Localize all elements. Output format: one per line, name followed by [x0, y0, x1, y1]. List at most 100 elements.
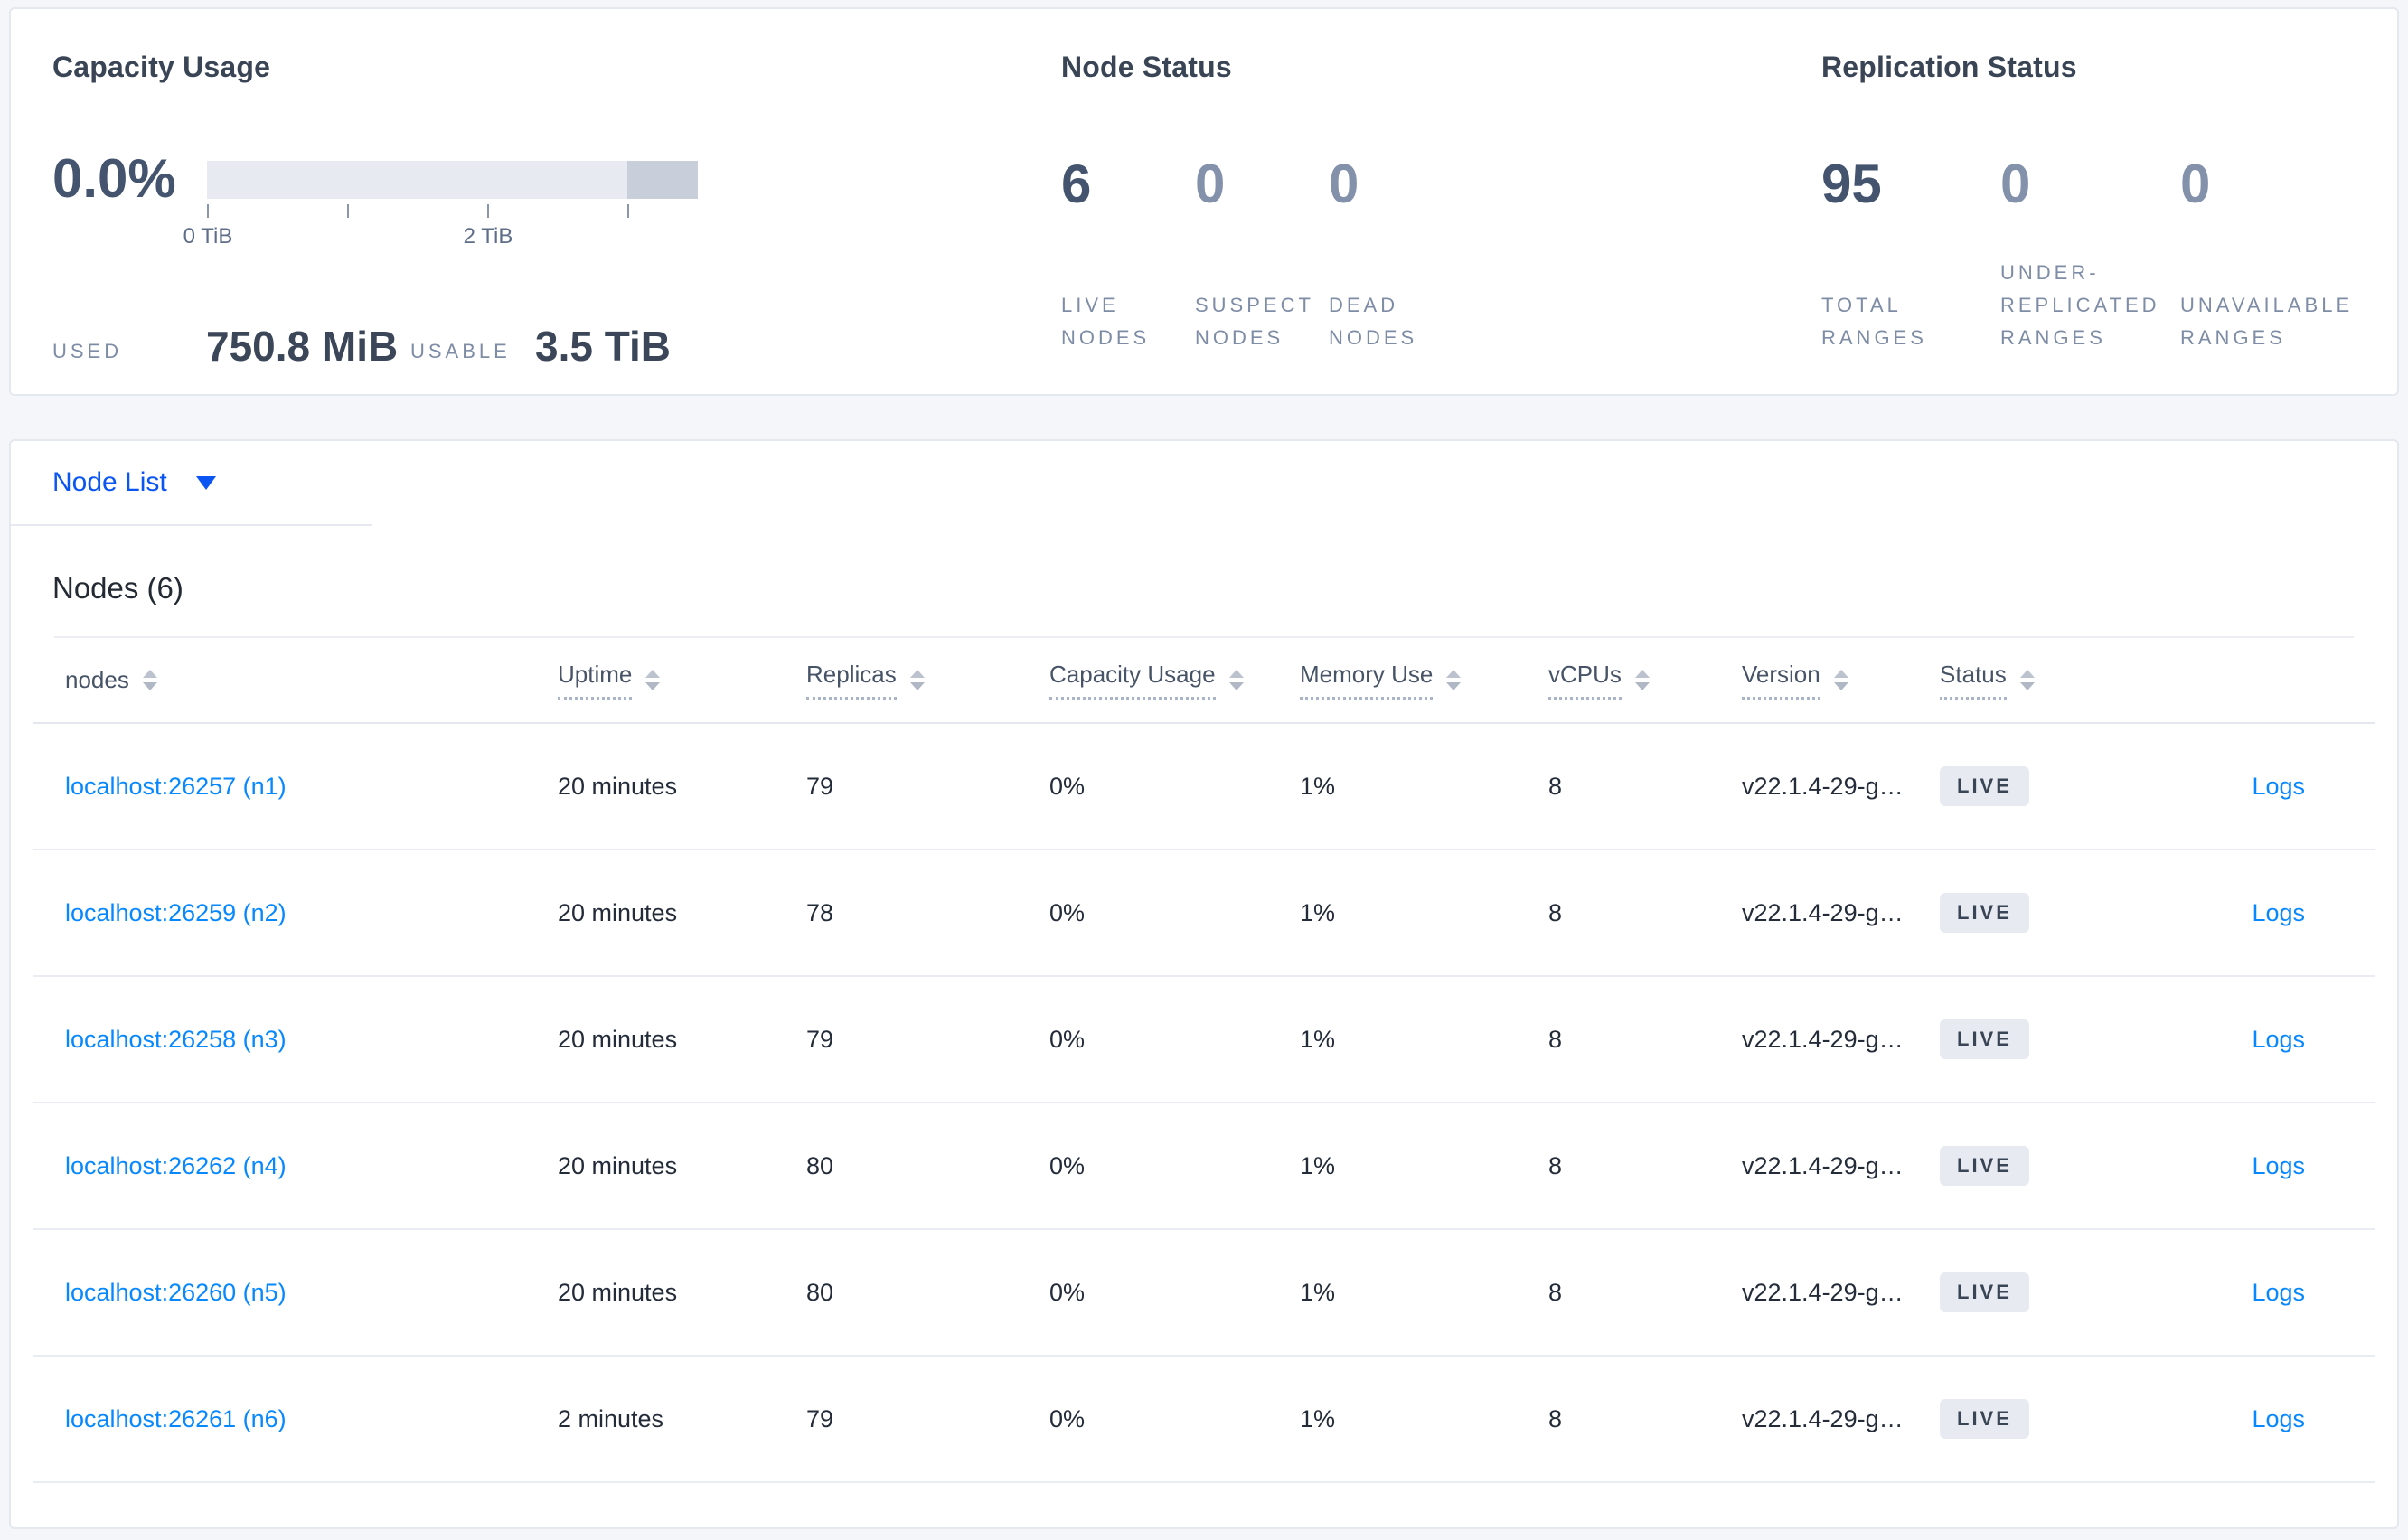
capacity-cell: 0%: [1049, 1025, 1086, 1053]
replicas-cell: 80: [806, 1151, 834, 1179]
version-cell: v22.1.4-29-g…: [1742, 1278, 1904, 1306]
cluster-summary-card: Capacity Usage 0.0% 0 TiB 2 TiB USED 750…: [9, 7, 2399, 396]
status-cell: LIVE: [1940, 893, 2166, 933]
replicas-cell: 79: [806, 1404, 834, 1432]
status-badge: LIVE: [1940, 1399, 2029, 1439]
logs-link[interactable]: Logs: [2252, 1025, 2305, 1053]
capacity-tick-1: [347, 204, 349, 218]
sort-icon: [1228, 670, 1244, 690]
capacity-tick-label-2: 2 TiB: [463, 224, 513, 249]
uptime-cell: 2 minutes: [558, 1404, 664, 1432]
capacity-bar-reserved-segment: [627, 161, 698, 199]
node-status-title: Node Status: [1061, 51, 1232, 83]
column-header-capacity-usage[interactable]: Capacity Usage: [1049, 661, 1300, 700]
unavailable-ranges-label: UNAVAILABLE RANGES: [2180, 294, 2354, 349]
sort-icon: [1634, 670, 1650, 690]
column-header-memory-use[interactable]: Memory Use: [1300, 661, 1548, 700]
memory-cell: 1%: [1300, 772, 1336, 800]
suspect-nodes-label: SUSPECT NODES: [1195, 294, 1314, 349]
total-ranges-value: 95: [1821, 154, 1882, 214]
version-cell: v22.1.4-29-g…: [1742, 772, 1904, 800]
replication-status-title: Replication Status: [1821, 51, 2077, 83]
used-label: USED: [52, 340, 123, 362]
nodes-table: nodes Uptime Replicas Capacity Usage Mem…: [11, 638, 2397, 1483]
capacity-cell: 0%: [1049, 1404, 1086, 1432]
unavailable-ranges-stat: 0 UNAVAILABLE RANGES: [2180, 157, 2359, 354]
vcpus-cell: 8: [1548, 772, 1563, 800]
replicas-cell: 80: [806, 1278, 834, 1306]
uptime-cell: 20 minutes: [558, 1025, 678, 1053]
column-header-uptime[interactable]: Uptime: [558, 661, 806, 700]
under-replicated-ranges-label: UNDER-REPLICATED RANGES: [2000, 261, 2160, 349]
chevron-down-icon: [195, 475, 216, 490]
status-badge: LIVE: [1940, 1272, 2029, 1312]
sort-icon: [645, 670, 661, 690]
nodes-section-header: Nodes (6): [11, 526, 2397, 636]
column-header-vcpus[interactable]: vCPUs: [1548, 661, 1742, 700]
sort-icon: [2019, 670, 2035, 690]
used-value: 750.8 MiB: [206, 323, 399, 370]
vcpus-cell: 8: [1548, 1278, 1563, 1306]
vcpus-cell: 8: [1548, 1404, 1563, 1432]
suspect-nodes-value: 0: [1195, 154, 1226, 214]
unavailable-ranges-value: 0: [2180, 154, 2211, 214]
logs-link[interactable]: Logs: [2252, 772, 2305, 800]
logs-link[interactable]: Logs: [2252, 1404, 2305, 1432]
node-link[interactable]: localhost:26259 (n2): [65, 898, 287, 926]
section-divider: [54, 636, 2354, 638]
replication-stats: 95 TOTAL RANGES 0 UNDER-REPLICATED RANGE…: [1821, 157, 2359, 354]
status-badge: LIVE: [1940, 893, 2029, 933]
vcpus-cell: 8: [1548, 1151, 1563, 1179]
usable-value: 3.5 TiB: [535, 323, 671, 370]
dead-nodes-stat: 0 DEAD NODES: [1329, 157, 1463, 354]
dead-nodes-value: 0: [1329, 154, 1359, 214]
node-list-card: Node List Nodes (6) nodes Uptime Replica…: [9, 439, 2399, 1529]
node-link[interactable]: localhost:26257 (n1): [65, 772, 287, 800]
column-header-nodes[interactable]: nodes: [65, 666, 558, 694]
live-nodes-label: LIVE NODES: [1061, 294, 1151, 349]
capacity-usage-title: Capacity Usage: [52, 51, 271, 83]
version-cell: v22.1.4-29-g…: [1742, 1404, 1904, 1432]
sort-icon: [909, 670, 925, 690]
version-cell: v22.1.4-29-g…: [1742, 1151, 1904, 1179]
status-badge: LIVE: [1940, 1146, 2029, 1186]
total-ranges-label: TOTAL RANGES: [1821, 294, 1927, 349]
node-link[interactable]: localhost:26262 (n4): [65, 1151, 287, 1179]
logs-link[interactable]: Logs: [2252, 898, 2305, 926]
suspect-nodes-stat: 0 SUSPECT NODES: [1195, 157, 1329, 354]
table-row: localhost:26262 (n4) 20 minutes 80 0% 1%…: [33, 1103, 2375, 1230]
version-cell: v22.1.4-29-g…: [1742, 898, 1904, 926]
column-header-status[interactable]: Status: [1940, 661, 2166, 700]
logs-link[interactable]: Logs: [2252, 1151, 2305, 1179]
uptime-cell: 20 minutes: [558, 1278, 678, 1306]
sort-icon: [142, 670, 157, 690]
node-status-stats: 6 LIVE NODES 0 SUSPECT NODES 0 DEAD NODE…: [1061, 157, 1463, 354]
capacity-cell: 0%: [1049, 1151, 1086, 1179]
table-row: localhost:26261 (n6) 2 minutes 79 0% 1% …: [33, 1357, 2375, 1483]
node-list-dropdown-label: Node List: [52, 467, 167, 497]
capacity-usage-bar: [207, 161, 698, 199]
node-link[interactable]: localhost:26258 (n3): [65, 1025, 287, 1053]
sort-icon: [1446, 670, 1462, 690]
status-cell: LIVE: [1940, 1399, 2166, 1439]
uptime-cell: 20 minutes: [558, 898, 678, 926]
under-replicated-ranges-stat: 0 UNDER-REPLICATED RANGES: [2000, 157, 2180, 354]
live-nodes-value: 6: [1061, 154, 1092, 214]
uptime-cell: 20 minutes: [558, 1151, 678, 1179]
memory-cell: 1%: [1300, 1404, 1336, 1432]
column-header-replicas[interactable]: Replicas: [806, 661, 1049, 700]
capacity-tick-3: [627, 204, 629, 218]
node-list-dropdown[interactable]: Node List: [11, 441, 372, 526]
capacity-used-percent: 0.0%: [52, 148, 176, 209]
table-header-row: nodes Uptime Replicas Capacity Usage Mem…: [33, 638, 2375, 724]
capacity-tick-0: [207, 204, 209, 218]
logs-link[interactable]: Logs: [2252, 1278, 2305, 1306]
capacity-cell: 0%: [1049, 1278, 1086, 1306]
node-link[interactable]: localhost:26260 (n5): [65, 1278, 287, 1306]
status-cell: LIVE: [1940, 1019, 2166, 1059]
table-row: localhost:26258 (n3) 20 minutes 79 0% 1%…: [33, 977, 2375, 1103]
node-link[interactable]: localhost:26261 (n6): [65, 1404, 287, 1432]
under-replicated-ranges-value: 0: [2000, 154, 2031, 214]
column-header-version[interactable]: Version: [1742, 661, 1940, 700]
vcpus-cell: 8: [1548, 898, 1563, 926]
